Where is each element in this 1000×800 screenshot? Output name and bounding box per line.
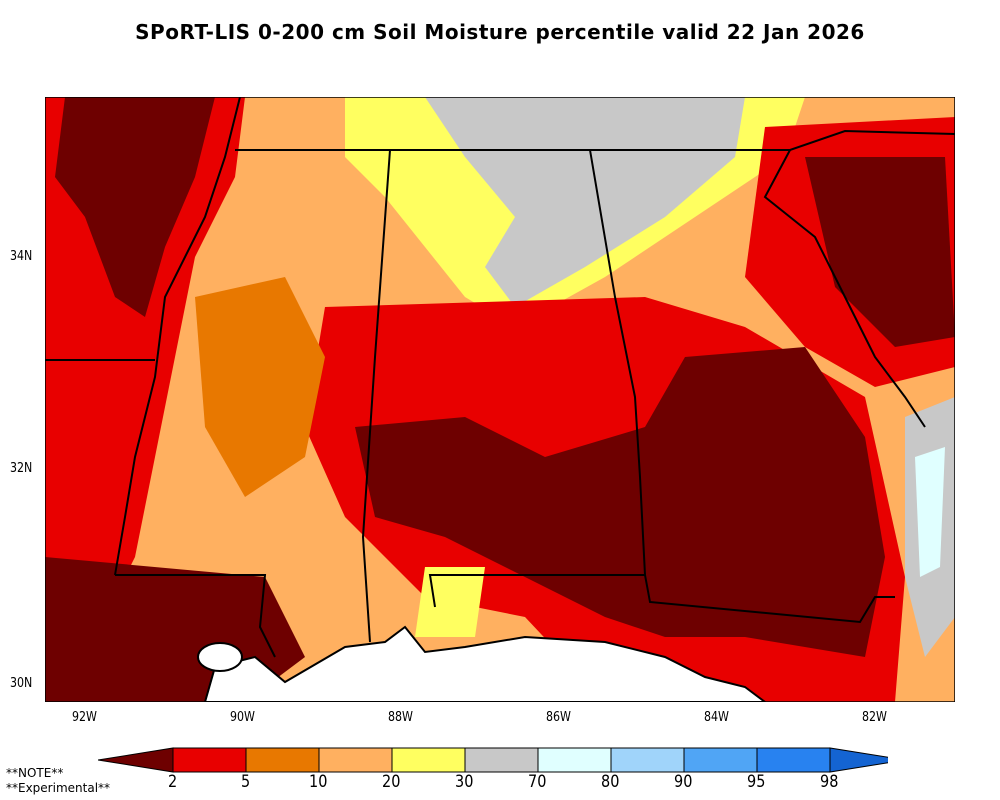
colorbar-segment xyxy=(683,747,758,773)
colorbar-segment xyxy=(391,747,466,773)
map-title: SPoRT-LIS 0-200 cm Soil Moisture percent… xyxy=(135,20,865,44)
lat-label: 30N xyxy=(10,676,33,691)
colorbar-low-arrow xyxy=(98,747,174,773)
colorbar-tick-label: 80 xyxy=(601,772,620,792)
colorbar-tick-label: 5 xyxy=(241,772,251,792)
colorbar-tick-label: 90 xyxy=(674,772,693,792)
lon-label: 84W xyxy=(704,710,729,725)
colorbar-tick-label: 10 xyxy=(309,772,328,792)
lon-label: 88W xyxy=(388,710,413,725)
colorbar-segment xyxy=(756,747,831,773)
colorbar-segment xyxy=(245,747,320,773)
colorbar xyxy=(98,747,888,773)
lat-label: 34N xyxy=(10,249,33,264)
lon-label: 86W xyxy=(546,710,571,725)
colorbar-segment xyxy=(318,747,393,773)
colorbar-segment xyxy=(610,747,685,773)
colorbar-tick-label: 2 xyxy=(168,772,178,792)
lon-label: 92W xyxy=(72,710,97,725)
colorbar-high-arrow xyxy=(829,747,888,773)
lon-label: 90W xyxy=(230,710,255,725)
lon-label: 82W xyxy=(862,710,887,725)
soil-moisture-map xyxy=(45,97,955,702)
lat-label: 32N xyxy=(10,461,33,476)
colorbar-tick-label: 70 xyxy=(528,772,547,792)
colorbar-tick-label: 95 xyxy=(747,772,766,792)
colorbar-tick-label: 30 xyxy=(455,772,474,792)
colorbar-segment xyxy=(537,747,612,773)
colorbar-segment xyxy=(464,747,539,773)
colorbar-segment xyxy=(172,747,247,773)
colorbar-tick-label: 20 xyxy=(382,772,401,792)
experimental-label: **Experimental** xyxy=(6,781,111,795)
note-label: **NOTE** xyxy=(6,766,64,780)
colorbar-tick-label: 98 xyxy=(820,772,839,792)
